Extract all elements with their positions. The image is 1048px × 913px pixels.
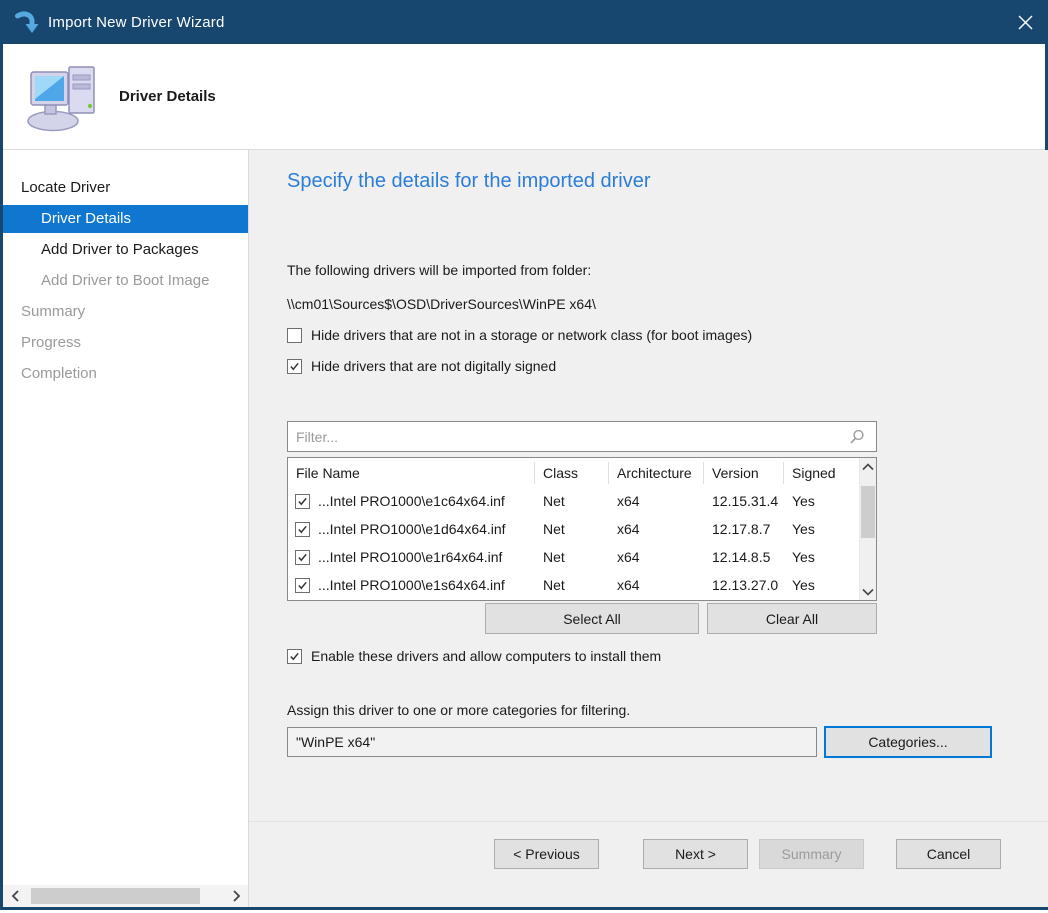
wizard-arrow-icon bbox=[13, 9, 39, 35]
enable-drivers-checkbox-row[interactable]: Enable these drivers and allow computers… bbox=[287, 648, 661, 664]
assign-categories-label: Assign this driver to one or more catego… bbox=[287, 702, 631, 718]
step-add-driver-to-boot-image: Add Driver to Boot Image bbox=[41, 272, 210, 289]
wizard-steps-sidebar: Locate Driver Driver Details Add Driver … bbox=[3, 150, 249, 907]
table-scrollbar-thumb[interactable] bbox=[861, 486, 875, 538]
table-vertical-scrollbar[interactable] bbox=[859, 458, 876, 600]
step-progress: Progress bbox=[21, 334, 82, 351]
column-header-version[interactable]: Version bbox=[704, 461, 784, 484]
file-name-cell: ...Intel PRO1000\e1s64x64.inf bbox=[318, 577, 505, 593]
file-name-cell: ...Intel PRO1000\e1r64x64.inf bbox=[318, 549, 503, 565]
close-icon[interactable] bbox=[1002, 0, 1048, 44]
categories-field[interactable] bbox=[287, 727, 817, 757]
architecture-cell: x64 bbox=[617, 493, 640, 509]
wizard-header: Driver Details bbox=[3, 44, 1045, 150]
table-header-row: File Name Class Architecture Version Sig… bbox=[288, 458, 876, 487]
clear-all-button[interactable]: Clear All bbox=[707, 603, 877, 634]
class-cell: Net bbox=[543, 549, 565, 565]
step-driver-details[interactable]: Driver Details bbox=[3, 205, 248, 233]
signed-cell: Yes bbox=[792, 493, 815, 509]
hide-unsigned-checkbox-row[interactable]: Hide drivers that are not digitally sign… bbox=[287, 358, 556, 374]
version-cell: 12.15.31.4 bbox=[712, 493, 779, 509]
row-checkbox[interactable] bbox=[295, 493, 310, 509]
hide-storage-network-checkbox[interactable] bbox=[287, 327, 302, 343]
next-button[interactable]: Next > bbox=[643, 839, 748, 869]
summary-button: Summary bbox=[759, 839, 864, 869]
drivers-table: File Name Class Architecture Version Sig… bbox=[287, 457, 877, 601]
version-cell: 12.14.8.5 bbox=[712, 549, 771, 565]
version-cell: 12.17.8.7 bbox=[712, 521, 771, 537]
class-cell: Net bbox=[543, 493, 565, 509]
source-folder-path: \\cm01\Sources$\OSD\DriverSources\WinPE … bbox=[287, 296, 596, 312]
previous-button[interactable]: < Previous bbox=[494, 839, 599, 869]
checkbox-label: Hide drivers that are not in a storage o… bbox=[311, 327, 753, 343]
column-header-signed[interactable]: Signed bbox=[792, 464, 836, 481]
column-header-class[interactable]: Class bbox=[535, 461, 609, 484]
page-heading: Specify the details for the imported dri… bbox=[287, 170, 651, 192]
scroll-right-icon[interactable] bbox=[224, 885, 248, 907]
page-title: Driver Details bbox=[119, 88, 216, 105]
hide-storage-network-checkbox-row[interactable]: Hide drivers that are not in a storage o… bbox=[287, 327, 752, 343]
title-bar[interactable]: Import New Driver Wizard bbox=[0, 0, 1048, 44]
signed-cell: Yes bbox=[792, 521, 815, 537]
column-header-file-name[interactable]: File Name bbox=[288, 461, 535, 484]
scroll-left-icon[interactable] bbox=[3, 885, 27, 907]
class-cell: Net bbox=[543, 521, 565, 537]
step-completion: Completion bbox=[21, 365, 97, 382]
computer-icon bbox=[25, 57, 105, 142]
wizard-footer: < Previous Next > Summary Cancel bbox=[249, 821, 1048, 907]
table-row[interactable]: ...Intel PRO1000\e1r64x64.inf Net x64 12… bbox=[288, 543, 876, 571]
sidebar-horizontal-scrollbar[interactable] bbox=[3, 885, 248, 907]
row-checkbox[interactable] bbox=[295, 577, 310, 593]
step-locate-driver[interactable]: Locate Driver bbox=[21, 179, 111, 196]
architecture-cell: x64 bbox=[617, 577, 640, 593]
step-add-driver-to-packages[interactable]: Add Driver to Packages bbox=[41, 241, 199, 258]
filter-input[interactable] bbox=[287, 421, 877, 452]
wizard-content: Specify the details for the imported dri… bbox=[249, 150, 1048, 821]
checkbox-label: Enable these drivers and allow computers… bbox=[311, 648, 662, 664]
select-all-button[interactable]: Select All bbox=[485, 603, 699, 634]
row-checkbox[interactable] bbox=[295, 521, 310, 537]
signed-cell: Yes bbox=[792, 577, 815, 593]
file-name-cell: ...Intel PRO1000\e1d64x64.inf bbox=[318, 521, 506, 537]
table-row[interactable]: ...Intel PRO1000\e1c64x64.inf Net x64 12… bbox=[288, 487, 876, 515]
enable-drivers-checkbox[interactable] bbox=[287, 648, 302, 664]
row-checkbox[interactable] bbox=[295, 549, 310, 565]
search-icon bbox=[849, 429, 865, 450]
window-title: Import New Driver Wizard bbox=[48, 13, 225, 31]
step-summary: Summary bbox=[21, 303, 86, 320]
column-header-architecture[interactable]: Architecture bbox=[609, 461, 704, 484]
scroll-up-icon[interactable] bbox=[860, 458, 876, 475]
scroll-down-icon[interactable] bbox=[860, 583, 876, 600]
architecture-cell: x64 bbox=[617, 521, 640, 537]
version-cell: 12.13.27.0 bbox=[712, 577, 779, 593]
sidebar-scrollbar-thumb[interactable] bbox=[31, 888, 200, 904]
signed-cell: Yes bbox=[792, 549, 815, 565]
table-row[interactable]: ...Intel PRO1000\e1d64x64.inf Net x64 12… bbox=[288, 515, 876, 543]
hide-unsigned-checkbox[interactable] bbox=[287, 358, 302, 374]
file-name-cell: ...Intel PRO1000\e1c64x64.inf bbox=[318, 493, 505, 509]
table-row[interactable]: ...Intel PRO1000\e1s64x64.inf Net x64 12… bbox=[288, 571, 876, 599]
cancel-button[interactable]: Cancel bbox=[896, 839, 1001, 869]
architecture-cell: x64 bbox=[617, 549, 640, 565]
checkbox-label: Hide drivers that are not digitally sign… bbox=[311, 358, 557, 374]
class-cell: Net bbox=[543, 577, 565, 593]
import-intro-text: The following drivers will be imported f… bbox=[287, 262, 592, 278]
categories-button[interactable]: Categories... bbox=[824, 726, 992, 758]
